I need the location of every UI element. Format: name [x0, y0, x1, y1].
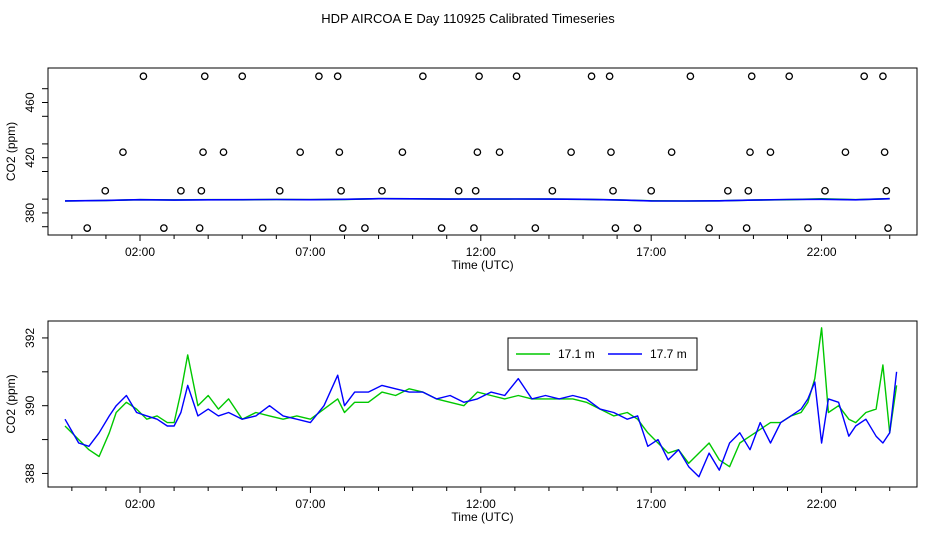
calibration-point — [238, 72, 247, 81]
y-axis-label: CO2 (ppm) — [4, 374, 18, 433]
calibration-point — [667, 148, 676, 157]
calibration-point — [338, 224, 347, 232]
calibration-point — [548, 186, 557, 195]
calibration-point — [587, 72, 596, 81]
calibration-point — [177, 186, 185, 195]
x-tick-label: 17:00 — [636, 245, 666, 259]
y-axis-label: CO2 (ppm) — [4, 122, 18, 181]
x-tick-label: 07:00 — [295, 245, 325, 259]
y-tick-label: 390 — [23, 395, 37, 415]
calibration-point — [197, 186, 206, 195]
calibration-point — [139, 72, 148, 81]
calibration-point — [160, 224, 168, 232]
calibration-point — [219, 148, 228, 157]
x-tick-label: 02:00 — [125, 497, 155, 511]
calibration-point — [335, 148, 344, 157]
legend: 17.1 m 17.7 m — [507, 337, 698, 371]
x-axis-label: Time (UTC) — [451, 510, 513, 524]
x-tick-label: 02:00 — [125, 245, 155, 259]
x-axis-label: Time (UTC) — [451, 258, 513, 272]
calibration-point — [470, 224, 478, 232]
y-tick-label: 420 — [23, 147, 37, 167]
calibration-point — [361, 224, 369, 232]
calibration-point — [495, 148, 504, 157]
calibration-point — [633, 224, 642, 232]
calibration-point — [378, 186, 386, 195]
series-line-17-1-m — [64, 327, 898, 468]
calibration-point — [199, 148, 207, 157]
x-tick-label: 12:00 — [466, 497, 496, 511]
series-line-17-7-m — [64, 197, 890, 202]
y-tick-label: 460 — [23, 92, 37, 112]
calibrated-timeseries-panel: 02:00 07:00 12:00 17:00 22:00 380 420 460 Time (… — [4, 67, 918, 272]
calibration-point — [471, 186, 480, 195]
calibration-point — [195, 224, 204, 232]
calibration-point — [419, 72, 427, 81]
calibration-point — [742, 224, 751, 232]
calibration-point — [860, 72, 869, 81]
calibration-point — [454, 186, 463, 195]
calibration-point — [705, 224, 713, 232]
calibration-point — [724, 186, 732, 195]
zoomed-timeseries-panel: 02:00 07:00 12:00 17:00 22:00 388 390 392 Time (… — [4, 320, 918, 524]
calibration-point — [119, 148, 127, 157]
calibration-point — [686, 72, 695, 81]
calibration-point — [567, 148, 575, 157]
plot-frame — [47, 67, 918, 236]
calibration-point — [785, 72, 794, 81]
calibration-point — [766, 148, 775, 157]
calibration-point — [315, 72, 323, 81]
calibration-point — [647, 186, 656, 195]
x-tick-label: 17:00 — [636, 497, 666, 511]
calibration-point — [744, 186, 753, 195]
chart-title: HDP AIRCOA E Day 110925 Calibrated Times… — [321, 11, 615, 26]
x-tick-label: 22:00 — [807, 245, 837, 259]
calibration-point — [607, 148, 615, 157]
calibration-point — [512, 72, 521, 81]
calibration-point — [475, 72, 483, 81]
calibration-point — [884, 224, 892, 232]
calibration-point — [437, 224, 446, 232]
y-tick-label: 392 — [23, 328, 37, 348]
calibration-point — [275, 186, 284, 195]
calibration-point — [200, 72, 209, 81]
calibration-point — [747, 72, 756, 81]
calibration-point — [879, 72, 887, 81]
calibration-point — [746, 148, 754, 157]
calibration-point — [605, 72, 614, 81]
calibration-point — [296, 148, 305, 157]
calibration-point — [611, 224, 620, 232]
calibration-point — [841, 148, 850, 157]
calibration-point — [473, 148, 482, 157]
calibration-point — [882, 186, 891, 195]
y-tick-label: 388 — [23, 463, 37, 483]
calibration-point — [609, 186, 617, 195]
x-tick-label: 22:00 — [807, 497, 837, 511]
calibration-point — [804, 224, 812, 232]
calibration-point — [398, 148, 407, 157]
legend-label: 17.1 m — [558, 347, 595, 361]
y-tick-label: 380 — [23, 203, 37, 223]
plot-frame — [47, 320, 918, 488]
calibration-point — [258, 224, 267, 232]
series-line-17-7-m — [64, 371, 898, 478]
calibration-point — [101, 186, 110, 195]
calibration-point — [531, 224, 540, 232]
calibration-point — [880, 148, 889, 157]
x-tick-label: 07:00 — [295, 497, 325, 511]
calibration-point — [337, 186, 345, 195]
calibration-point — [83, 224, 92, 232]
calibration-point — [821, 186, 829, 195]
calibration-point — [333, 72, 342, 81]
legend-label: 17.7 m — [650, 347, 687, 361]
x-tick-label: 12:00 — [466, 245, 496, 259]
